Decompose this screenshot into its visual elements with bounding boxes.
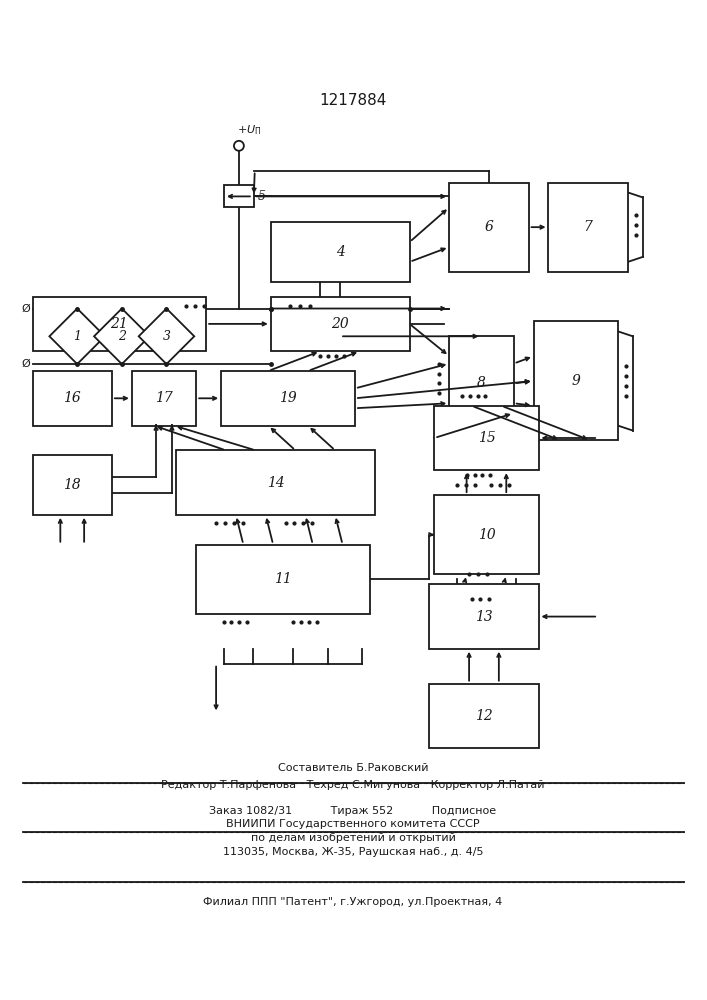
Text: Составитель Б.Раковский: Составитель Б.Раковский	[278, 763, 428, 773]
Text: 6: 6	[484, 220, 493, 234]
Text: 21: 21	[110, 317, 128, 331]
Text: 10: 10	[477, 528, 496, 542]
Bar	[33, 371, 112, 426]
Text: Филиал ППП "Патент", г.Ужгород, ул.Проектная, 4: Филиал ППП "Патент", г.Ужгород, ул.Проек…	[204, 897, 503, 907]
Text: 113035, Москва, Ж-35, Раушская наб., д. 4/5: 113035, Москва, Ж-35, Раушская наб., д. …	[223, 847, 484, 857]
Bar	[224, 185, 254, 207]
Text: 8: 8	[477, 376, 486, 390]
Bar	[132, 371, 197, 426]
Text: Редактор Т.Парфенова   Техред С.Мигунова   Корректор Л.Патай: Редактор Т.Парфенова Техред С.Мигунова К…	[161, 780, 545, 790]
Bar	[449, 183, 529, 272]
Bar	[434, 495, 539, 574]
Text: 11: 11	[274, 572, 292, 586]
Bar	[449, 336, 514, 431]
Text: Ø: Ø	[22, 304, 30, 314]
Bar	[429, 684, 539, 748]
Bar	[271, 297, 409, 351]
Text: 19: 19	[279, 391, 297, 405]
Polygon shape	[139, 309, 194, 364]
Text: 13: 13	[475, 610, 493, 624]
Text: Заказ 1082/31           Тираж 552           Подписное: Заказ 1082/31 Тираж 552 Подписное	[209, 806, 496, 816]
Text: 5: 5	[258, 190, 266, 203]
Text: 12: 12	[475, 709, 493, 723]
Text: 3: 3	[163, 330, 170, 343]
Text: ВНИИПИ Государственного комитета СССР: ВНИИПИ Государственного комитета СССР	[226, 819, 480, 829]
Text: 1: 1	[74, 330, 81, 343]
Text: $+U_{\Pi}$: $+U_{\Pi}$	[237, 123, 262, 137]
Text: 9: 9	[571, 374, 580, 388]
Bar	[197, 545, 370, 614]
Bar	[33, 455, 112, 515]
Text: 4: 4	[336, 245, 344, 259]
Text: 14: 14	[267, 476, 284, 490]
Bar	[271, 222, 409, 282]
Text: 17: 17	[155, 391, 173, 405]
Bar	[434, 406, 539, 470]
Bar	[429, 584, 539, 649]
Text: 18: 18	[64, 478, 81, 492]
Text: 7: 7	[584, 220, 592, 234]
Bar	[177, 450, 375, 515]
Text: 15: 15	[477, 431, 496, 445]
Polygon shape	[49, 309, 105, 364]
Polygon shape	[94, 309, 150, 364]
Text: по делам изобретений и открытий: по делам изобретений и открытий	[250, 833, 455, 843]
Text: Ø: Ø	[22, 359, 30, 369]
Text: 2: 2	[118, 330, 126, 343]
Bar	[221, 371, 355, 426]
Bar	[33, 297, 206, 351]
Bar	[534, 321, 618, 440]
Text: 16: 16	[64, 391, 81, 405]
Text: 1217884: 1217884	[320, 93, 387, 108]
Bar	[549, 183, 628, 272]
Text: 20: 20	[332, 317, 349, 331]
